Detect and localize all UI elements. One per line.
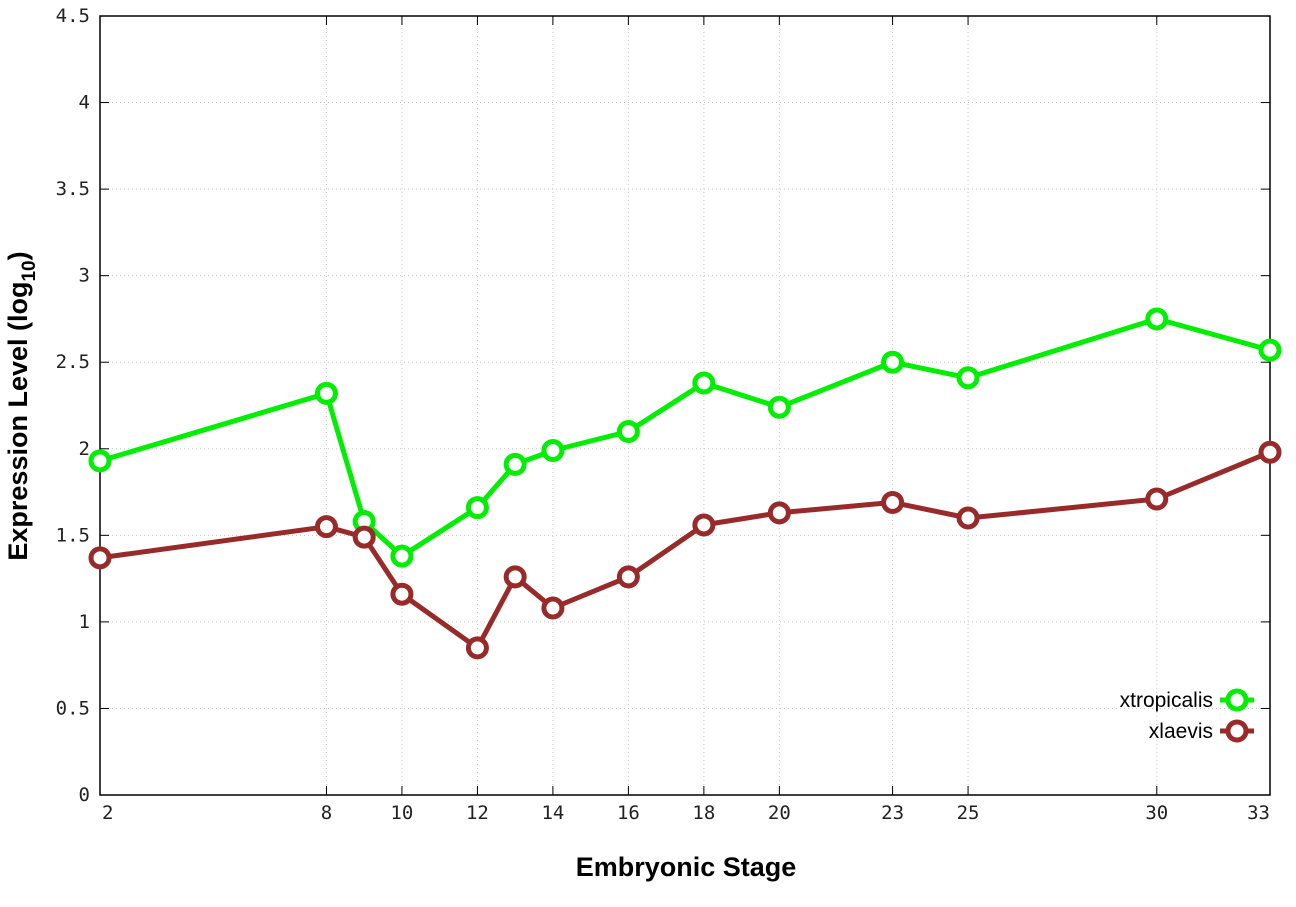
x-tick-label: 16 — [617, 802, 640, 824]
legend-label: xlaevis — [1149, 720, 1213, 743]
data-point-xtropicalis — [390, 544, 414, 568]
y-tick-label: 1 — [79, 611, 90, 633]
data-point-xtropicalis — [541, 439, 565, 463]
series-xlaevis — [88, 440, 1282, 660]
data-point-xlaevis — [1145, 487, 1169, 511]
legend-swatch-point — [1225, 719, 1249, 743]
x-tick-label: 2 — [102, 802, 113, 824]
data-point-xtropicalis — [503, 452, 527, 476]
x-tick-label: 8 — [321, 802, 332, 824]
y-axis-label-main: Expression Level (log — [3, 282, 33, 561]
y-tick-label: 0.5 — [56, 697, 90, 719]
y-tick-label: 3 — [79, 265, 90, 287]
ticks — [99, 15, 1271, 796]
legend-swatch-point — [1225, 688, 1249, 712]
y-axis-label-suffix: ) — [3, 251, 33, 260]
y-axis-label-subscript: 10 — [19, 260, 40, 281]
plot-frame — [99, 15, 1271, 796]
x-tick-labels: 2 8 10 12 14 16 18 20 23 25 30 33 — [102, 802, 1270, 824]
y-tick-label: 3.5 — [56, 178, 90, 200]
x-tick-label: 18 — [692, 802, 715, 824]
data-point-xlaevis — [465, 636, 489, 660]
y-tick-label: 0 — [79, 784, 90, 806]
y-tick-label: 1.5 — [56, 524, 90, 546]
y-tick-label: 2 — [79, 438, 90, 460]
data-point-xtropicalis — [956, 366, 980, 390]
series-layer — [88, 307, 1282, 660]
data-point-xtropicalis — [1258, 338, 1282, 362]
series-line-xtropicalis — [97, 316, 1273, 559]
y-axis-label: Expression Level (log10) — [3, 251, 40, 560]
data-point-xlaevis — [1258, 440, 1282, 464]
x-tick-label: 30 — [1145, 802, 1168, 824]
data-point-xlaevis — [881, 490, 905, 514]
series-xtropicalis — [88, 307, 1282, 568]
y-tick-labels: 0 0.5 1 1.5 2 2.5 3 3.5 4 4.5 — [56, 5, 90, 806]
data-point-xlaevis — [390, 582, 414, 606]
y-tick-label: 4.5 — [56, 5, 90, 27]
data-point-xlaevis — [503, 565, 527, 589]
data-point-xtropicalis — [314, 381, 338, 405]
x-tick-label: 10 — [390, 802, 413, 824]
grid — [100, 16, 1270, 795]
legend-entry-xtropicalis: xtropicalis — [1120, 688, 1254, 712]
x-tick-label: 20 — [768, 802, 791, 824]
y-tick-label: 2.5 — [56, 351, 90, 373]
data-point-xlaevis — [692, 513, 716, 537]
series-line-xlaevis — [97, 449, 1273, 651]
data-point-xtropicalis — [88, 449, 112, 473]
y-tick-label: 4 — [79, 92, 90, 114]
data-point-xtropicalis — [1145, 307, 1169, 331]
data-point-xtropicalis — [616, 419, 640, 443]
data-point-xlaevis — [767, 501, 791, 525]
x-tick-label: 12 — [466, 802, 489, 824]
legend-label: xtropicalis — [1120, 689, 1213, 712]
data-point-xlaevis — [541, 596, 565, 620]
data-point-xtropicalis — [881, 350, 905, 374]
data-point-xtropicalis — [767, 395, 791, 419]
data-point-xlaevis — [616, 565, 640, 589]
x-tick-label: 23 — [881, 802, 904, 824]
legend-entry-xlaevis: xlaevis — [1149, 719, 1254, 743]
x-tick-label: 14 — [541, 802, 564, 824]
data-point-xlaevis — [352, 525, 376, 549]
data-point-xlaevis — [88, 546, 112, 570]
legend: xtropicalis xlaevis — [1120, 688, 1254, 743]
x-tick-label: 25 — [957, 802, 980, 824]
data-point-xtropicalis — [465, 496, 489, 520]
x-axis-label: Embryonic Stage — [576, 852, 797, 882]
data-point-xtropicalis — [692, 371, 716, 395]
x-tick-label: 33 — [1247, 802, 1270, 824]
data-point-xlaevis — [314, 515, 338, 539]
data-point-xlaevis — [956, 506, 980, 530]
